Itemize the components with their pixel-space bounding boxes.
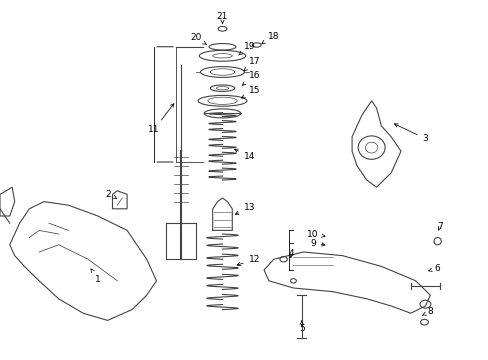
Text: 13: 13 [235, 202, 255, 214]
Text: 18: 18 [261, 32, 279, 44]
Text: 11: 11 [148, 104, 173, 134]
Text: 10: 10 [306, 230, 325, 239]
Text: 15: 15 [241, 86, 260, 98]
Text: 17: 17 [244, 58, 260, 71]
Text: 14: 14 [234, 149, 255, 161]
Text: 2: 2 [105, 190, 117, 199]
Text: 21: 21 [216, 12, 228, 24]
Text: 16: 16 [242, 71, 260, 85]
Text: 12: 12 [237, 255, 260, 266]
Text: 5: 5 [298, 321, 304, 333]
Text: 4: 4 [287, 249, 293, 258]
Text: 8: 8 [421, 307, 432, 316]
Text: 1: 1 [91, 269, 101, 284]
Text: 19: 19 [238, 42, 255, 55]
Text: 20: 20 [189, 33, 206, 44]
Text: 3: 3 [394, 124, 427, 143]
Text: 9: 9 [309, 239, 325, 248]
Text: 6: 6 [428, 264, 440, 273]
Text: 7: 7 [436, 222, 442, 231]
